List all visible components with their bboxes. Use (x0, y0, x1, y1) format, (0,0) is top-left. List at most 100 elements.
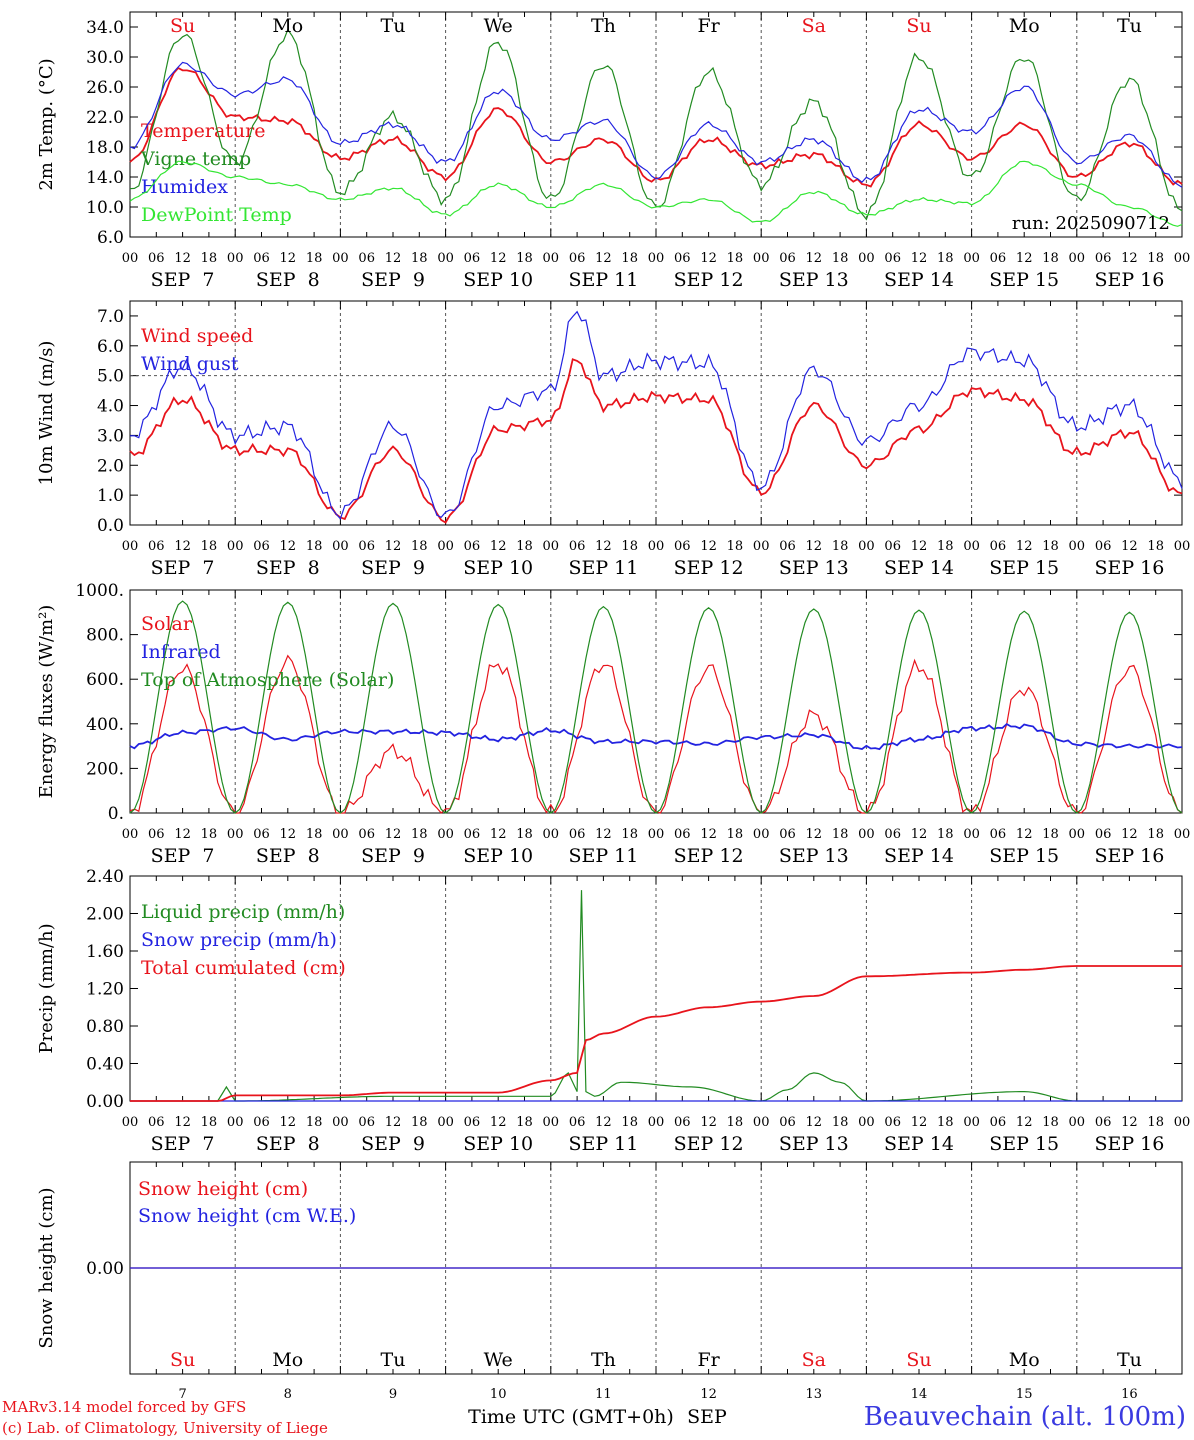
hour-tick-label: 12 (806, 539, 823, 554)
hour-tick-label: 18 (201, 827, 218, 842)
date-label: SEP 9 (361, 845, 425, 867)
lab-credit: (c) Lab. of Climatology, University of L… (2, 1419, 328, 1437)
y-tick-label: 14.0 (86, 168, 124, 188)
legend-entry: Infrared (141, 641, 221, 663)
date-label: SEP 11 (568, 1133, 638, 1155)
hour-tick-label: 12 (385, 1115, 402, 1130)
hour-tick-label: 12 (595, 251, 612, 266)
hour-tick-label: 06 (674, 539, 691, 554)
hour-tick-label: 06 (779, 251, 796, 266)
legend-entry: Top of Atmosphere (Solar) (141, 669, 394, 691)
hour-tick-label: 06 (779, 1115, 796, 1130)
x-axis-label: Time UTC (GMT+0h) (468, 1406, 674, 1428)
y-tick-label: 2.0 (97, 456, 124, 476)
hour-tick-label: 00 (1174, 1115, 1191, 1130)
weekday-label: Mo (1009, 1349, 1040, 1371)
hour-tick-label: 06 (569, 251, 586, 266)
y-tick-label: 400. (86, 715, 124, 735)
hour-tick-label: 18 (621, 539, 638, 554)
date-label: SEP 8 (256, 845, 320, 867)
y-tick-label: 1.60 (86, 942, 124, 962)
y-tick-label: 10.0 (86, 198, 124, 218)
hour-tick-label: 18 (516, 1115, 533, 1130)
hour-tick-label: 06 (464, 827, 481, 842)
hour-tick-label: 12 (1016, 827, 1033, 842)
y-tick-label: 3.0 (97, 426, 124, 446)
date-label: SEP 9 (361, 269, 425, 291)
y-tick-label: 0.80 (86, 1017, 124, 1037)
hour-tick-label: 18 (1042, 539, 1059, 554)
weekday-label: Tu (1117, 1349, 1142, 1371)
hour-tick-label: 00 (648, 827, 665, 842)
hour-tick-label: 18 (1147, 827, 1164, 842)
hour-tick-label: 00 (543, 1115, 560, 1130)
hour-tick-label: 12 (595, 539, 612, 554)
y-tick-label: 800. (86, 626, 124, 646)
hour-tick-label: 12 (385, 251, 402, 266)
hour-tick-label: 06 (148, 827, 165, 842)
hour-tick-label: 06 (779, 539, 796, 554)
date-label: SEP 16 (1094, 557, 1164, 579)
hour-tick-label: 00 (1174, 539, 1191, 554)
y-tick-label: 7.0 (97, 307, 124, 327)
date-label: SEP 10 (463, 269, 533, 291)
hour-tick-label: 06 (148, 251, 165, 266)
y-tick-label: 34.0 (86, 18, 124, 38)
hour-tick-label: 00 (1069, 1115, 1086, 1130)
date-label: SEP 10 (463, 1133, 533, 1155)
series-line-wind-gust (129, 310, 1183, 520)
y-tick-label: 5.0 (97, 367, 124, 387)
hour-tick-label: 18 (1147, 539, 1164, 554)
weekday-label: Tu (381, 15, 406, 37)
hour-tick-label: 00 (963, 1115, 980, 1130)
hour-tick-label: 12 (174, 539, 191, 554)
y-tick-label: 4.0 (97, 397, 124, 417)
y-axis-label: Snow height (cm) (36, 1187, 57, 1348)
series-line-total-cumulated-cm- (130, 965, 1182, 1102)
date-label: SEP 15 (989, 269, 1059, 291)
hour-tick-label: 12 (174, 251, 191, 266)
date-label: SEP 15 (989, 845, 1059, 867)
hour-tick-label: 06 (253, 827, 270, 842)
panel-4: 0.00 0.40 0.80 1.20 1.60 2.00 2.40 Precip (mm/h… (36, 867, 1190, 1155)
y-tick-label: 1000. (75, 581, 124, 601)
y-tick-label: 26.0 (86, 78, 124, 98)
weekday-label: Fr (697, 15, 720, 37)
hour-tick-label: 00 (122, 1115, 139, 1130)
hour-tick-label: 12 (174, 827, 191, 842)
y-tick-label: 1.0 (97, 486, 124, 506)
hour-tick-label: 00 (1069, 827, 1086, 842)
hour-tick-label: 18 (937, 539, 954, 554)
hour-tick-label: 00 (437, 251, 454, 266)
hour-tick-label: 18 (937, 827, 954, 842)
date-label: SEP 10 (463, 557, 533, 579)
date-label: SEP 16 (1094, 845, 1164, 867)
hour-tick-label: 00 (858, 251, 875, 266)
hour-tick-label: 00 (122, 539, 139, 554)
date-label: SEP 9 (361, 1133, 425, 1155)
hour-tick-label: 00 (332, 1115, 349, 1130)
y-tick-label: 0.00 (86, 1092, 124, 1112)
series-line-wind-speed (129, 358, 1183, 524)
hour-tick-label: 12 (1121, 539, 1138, 554)
hour-tick-label: 18 (832, 1115, 849, 1130)
y-axis-label: 10m Wind (m/s) (36, 341, 57, 486)
hour-tick-label: 00 (437, 539, 454, 554)
y-tick-label: 600. (86, 670, 124, 690)
hour-tick-label: 18 (201, 251, 218, 266)
hour-tick-label: 18 (832, 827, 849, 842)
weekday-label: Mo (1009, 15, 1040, 37)
x-axis-month: SEP (687, 1406, 727, 1428)
legend-entry: Temperature (141, 120, 265, 142)
panel-3: 0. 200. 400. 600. 800. 1000. Energy fluxes (W/… (36, 581, 1190, 867)
hour-tick-label: 12 (1121, 1115, 1138, 1130)
y-axis-label: Energy fluxes (W/m²) (36, 605, 57, 799)
series-line-humidex (129, 61, 1183, 188)
hour-tick-label: 12 (490, 827, 507, 842)
y-tick-label: 200. (86, 759, 124, 779)
y-tick-label: 0.40 (86, 1055, 124, 1075)
hour-tick-label: 00 (1069, 539, 1086, 554)
hour-tick-label: 18 (411, 539, 428, 554)
hour-tick-label: 06 (1095, 827, 1112, 842)
